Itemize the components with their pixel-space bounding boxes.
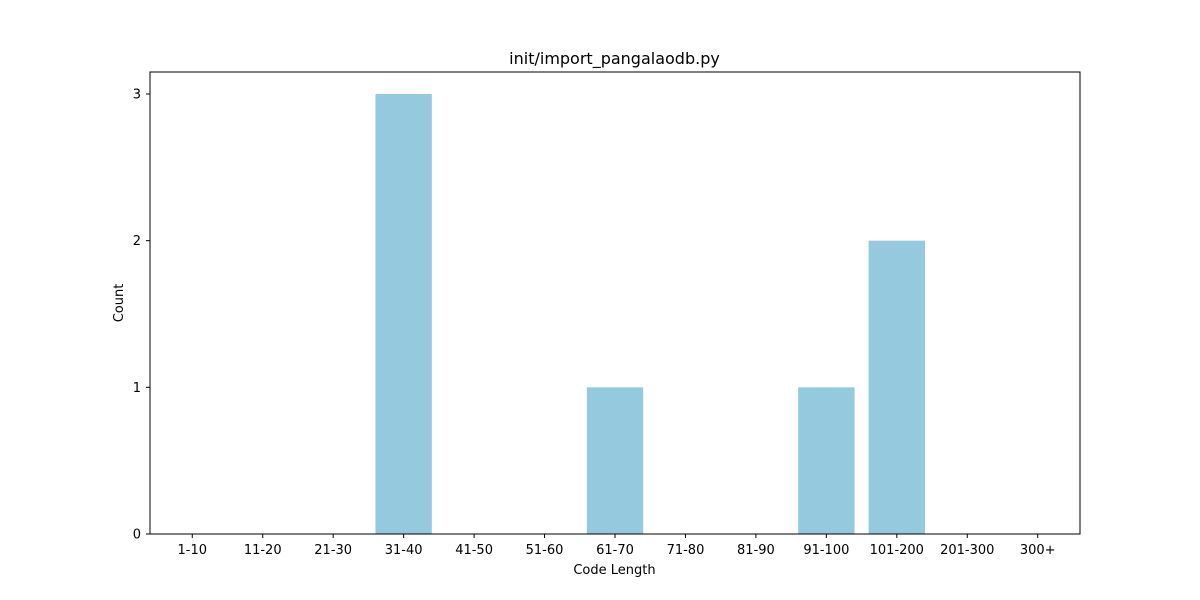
x-tick-label: 41-50 [455, 543, 493, 558]
x-axis: 1-10 11-20 21-30 31-40 41-50 51-60 61-70 71-80 8… [178, 534, 1056, 558]
x-tick-label: 101-200 [870, 543, 924, 558]
x-tick-label: 61-70 [596, 543, 634, 558]
y-axis-label: Count [112, 284, 127, 323]
bar-91-100 [798, 387, 854, 534]
y-tick-label: 2 [133, 234, 141, 249]
y-tick-label: 3 [133, 88, 141, 103]
x-axis-label: Code Length [573, 563, 655, 578]
x-tick-label: 31-40 [385, 543, 423, 558]
x-tick-label: 51-60 [526, 543, 564, 558]
x-tick-label: 11-20 [244, 543, 282, 558]
bar-101-200 [869, 241, 925, 534]
y-axis: 0 1 2 3 [133, 88, 150, 543]
bar-31-40 [375, 94, 431, 534]
x-tick-label: 81-90 [737, 543, 775, 558]
x-tick-label: 21-30 [314, 543, 352, 558]
x-tick-label: 201-300 [940, 543, 994, 558]
bars-group [375, 94, 925, 534]
x-tick-label: 1-10 [178, 543, 208, 558]
x-tick-label: 91-100 [803, 543, 849, 558]
x-tick-label: 300+ [1020, 543, 1056, 558]
x-tick-label: 71-80 [667, 543, 705, 558]
bar-61-70 [587, 387, 643, 534]
y-tick-label: 1 [133, 381, 141, 396]
y-tick-label: 0 [133, 528, 141, 543]
chart-title: init/import_pangalaodb.py [509, 49, 720, 69]
